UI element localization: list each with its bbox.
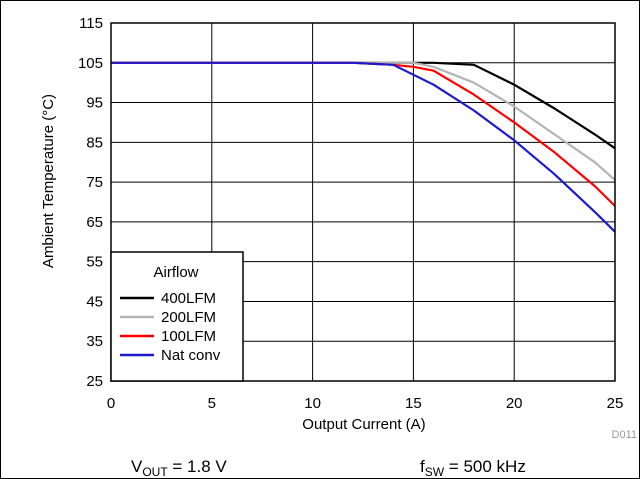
series-line-400lfm [111,61,616,150]
x-tick-label: 10 [304,395,321,412]
legend-label-400lfm: 400LFM [161,290,216,307]
x-tick-label: 5 [208,395,216,412]
fsw-label: f [420,457,425,476]
vout-subscript: OUT [142,465,168,479]
y-tick-label: 35 [86,333,103,350]
vout-condition: VOUT = 1.8 V [131,457,227,479]
plot-border [110,22,616,382]
series-line-nat-conv [111,61,616,233]
vout-label: V [131,457,143,476]
tick-labels: 0 5 10 15 20 25 25 35 45 55 65 75 85 95 105 115 [78,15,623,412]
y-tick-label: 45 [86,293,103,310]
y-tick-label: 75 [86,174,103,191]
y-tick-label: 95 [86,95,103,112]
x-tick-label: 0 [107,395,115,412]
legend-items: 400LFM 200LFM 100LFM Nat conv [120,290,221,364]
derating-chart: 0 5 10 15 20 25 25 35 45 55 65 75 85 95 105 115 Output … [40,15,637,441]
y-tick-label: 105 [78,55,103,72]
fsw-subscript: SW [424,465,445,479]
vout-value: = 1.8 V [167,457,227,476]
x-axis-label: Output Current (A) [302,416,425,433]
legend-title: Airflow [153,264,198,281]
fsw-value: = 500 kHz [444,457,526,476]
legend-label-nat-conv: Nat conv [161,347,221,364]
figure-id: D011 [612,429,637,441]
y-tick-label: 25 [86,373,103,390]
y-tick-label: 115 [79,15,103,32]
y-tick-label: 85 [86,134,103,151]
x-tick-label: 20 [506,395,523,412]
series-lines [111,61,616,233]
y-tick-label: 55 [86,254,103,271]
legend-label-200lfm: 200LFM [161,309,216,326]
y-tick-label: 65 [86,214,103,231]
legend: Airflow 400LFM 200LFM 100LFM Nat conv [110,251,244,382]
series-line-100lfm [111,61,616,207]
x-tick-label: 25 [607,395,624,412]
y-axis-label: Ambient Temperature (°C) [40,94,57,268]
x-tick-label: 15 [405,395,422,412]
legend-label-100lfm: 100LFM [161,328,216,345]
fsw-condition: fSW = 500 kHz [420,457,526,479]
